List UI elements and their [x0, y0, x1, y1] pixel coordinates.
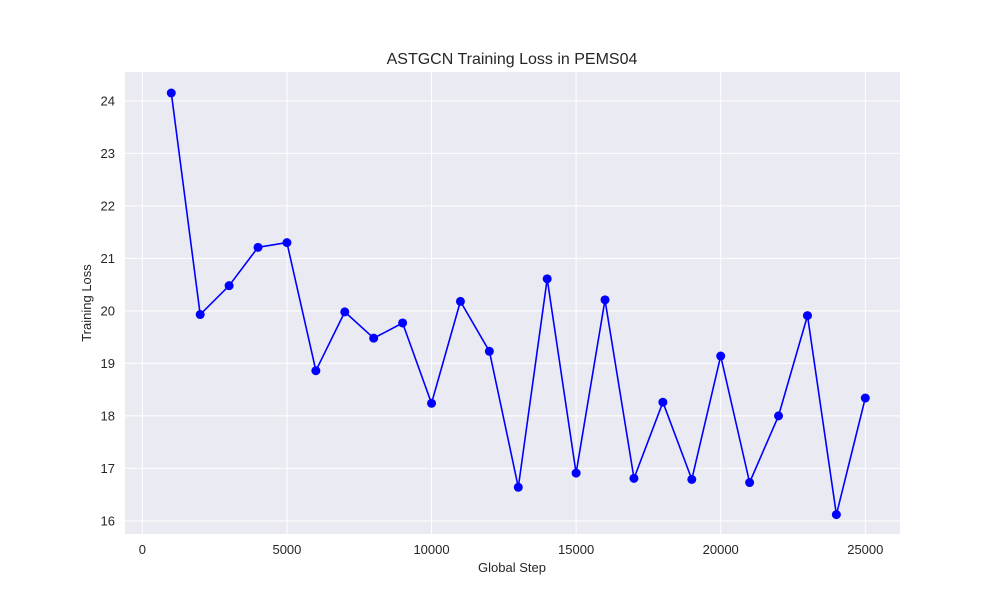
data-point	[802, 311, 812, 321]
data-point	[831, 510, 841, 520]
data-point	[455, 296, 465, 306]
y-tick-label: 19	[101, 356, 115, 371]
plot-background	[125, 72, 900, 534]
grid-lines	[125, 72, 900, 534]
data-point	[253, 242, 263, 252]
data-point	[369, 333, 379, 343]
x-tick-label: 10000	[413, 542, 449, 557]
data-point	[282, 238, 292, 248]
chart-title: ASTGCN Training Loss in PEMS04	[387, 51, 638, 68]
data-point	[629, 473, 639, 483]
data-point	[745, 478, 755, 488]
data-point	[340, 307, 350, 317]
x-tick-label: 0	[139, 542, 146, 557]
data-point	[600, 295, 610, 305]
data-point	[860, 393, 870, 403]
data-point	[311, 366, 321, 376]
data-point	[774, 411, 784, 421]
data-point	[484, 346, 494, 356]
x-tick-label: 20000	[703, 542, 739, 557]
data-point	[195, 310, 205, 320]
data-point	[166, 88, 176, 98]
y-tick-label: 17	[101, 461, 115, 476]
data-point	[687, 474, 697, 484]
x-tick-label: 15000	[558, 542, 594, 557]
y-tick-label: 23	[101, 146, 115, 161]
y-tick-label: 16	[101, 513, 115, 528]
data-point	[427, 398, 437, 408]
data-point	[716, 351, 726, 361]
x-tick-label: 25000	[847, 542, 883, 557]
y-tick-label: 18	[101, 408, 115, 423]
data-point	[658, 397, 668, 407]
data-point	[542, 274, 552, 284]
y-tick-label: 22	[101, 198, 115, 213]
y-axis-label: Training Loss	[79, 264, 94, 342]
data-point	[224, 281, 234, 291]
y-tick-label: 24	[101, 93, 115, 108]
data-series	[166, 88, 870, 520]
y-tick-label: 21	[101, 251, 115, 266]
tick-labels: 0 5000 10000 15000 20000 25000 16 17 18 19 20 21 22 2…	[101, 93, 884, 557]
x-axis-label: Global Step	[478, 560, 546, 575]
data-point	[398, 318, 408, 328]
data-point	[571, 468, 581, 478]
x-tick-label: 5000	[272, 542, 301, 557]
y-tick-label: 20	[101, 303, 115, 318]
data-point	[513, 482, 523, 492]
